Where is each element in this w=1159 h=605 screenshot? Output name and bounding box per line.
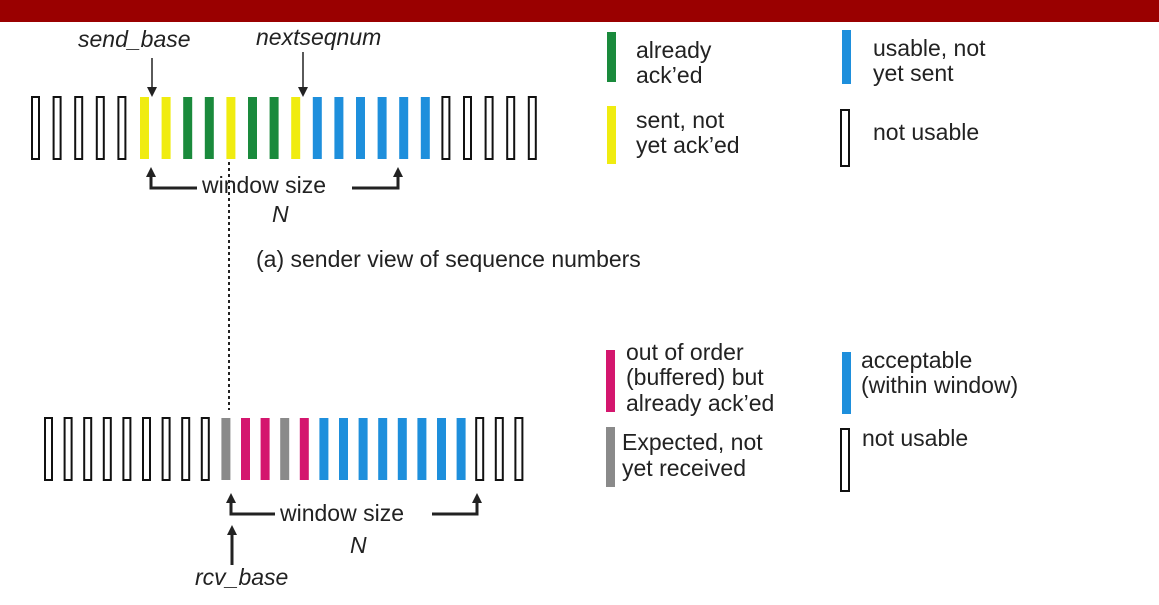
receiver-slot-usable — [339, 418, 348, 480]
legend-sent-line2: yet ack’ed — [636, 132, 740, 158]
legend-sent-swatch — [607, 106, 616, 164]
sender-slot-usable — [312, 97, 322, 159]
sender-slot-usable — [334, 97, 344, 159]
receiver-slot-empty — [122, 417, 132, 481]
sender-window-size-label: window size — [202, 172, 326, 198]
receiver-slot-empty — [181, 417, 191, 481]
legend-notusable-box-bottom — [840, 428, 850, 492]
rcv-base-label: rcv_base — [195, 564, 289, 590]
sender-n-label: N — [272, 201, 289, 227]
legend-notusable-label-bottom: not usable — [862, 425, 969, 451]
receiver-slot-expected — [280, 418, 290, 480]
legend-acked-line2: ack’ed — [636, 62, 703, 88]
sender-slot-acked — [204, 97, 214, 159]
receiver-window-bracket-left — [226, 493, 275, 516]
legend-expected-line1: Expected, not — [622, 429, 763, 455]
receiver-slot-empty — [161, 417, 171, 481]
sender-slot-empty — [527, 96, 537, 160]
receiver-slot-usable — [437, 418, 446, 480]
legend-buffered-line2: (buffered) but — [626, 364, 764, 390]
legend-notusable-box — [840, 109, 850, 167]
send-base-label: send_base — [78, 26, 191, 52]
receiver-slot-usable — [319, 418, 329, 480]
sender-slot-empty — [95, 96, 105, 160]
receiver-slot-buffered — [241, 418, 250, 480]
sender-slot-empty — [463, 96, 472, 160]
sender-slot-usable — [420, 97, 430, 159]
legend-buffered-line3: already ack’ed — [626, 390, 775, 416]
receiver-slot-usable — [456, 418, 466, 480]
receiver-slot-empty — [475, 417, 485, 481]
sender-slot-empty — [31, 96, 40, 160]
sender-slot-usable — [377, 97, 387, 159]
receiver-slot-empty — [63, 417, 73, 481]
legend-usable-swatch — [842, 30, 851, 84]
legend-notusable-label: not usable — [873, 119, 980, 145]
receiver-slot-usable — [358, 418, 368, 480]
legend-usable-line1: usable, not — [873, 35, 986, 61]
sender-slot-empty — [441, 96, 451, 160]
legend-acked-swatch — [607, 32, 616, 82]
sender-caption: (a) sender view of sequence numbers — [256, 246, 641, 272]
legend-acceptable-line2: (within window) — [861, 372, 1019, 398]
receiver-slot-empty — [514, 417, 524, 481]
sender-window-bracket-left — [146, 167, 197, 190]
sender-slot-acked — [183, 97, 193, 159]
receiver-slot-empty — [494, 417, 504, 481]
legend-acked-line1: already — [636, 37, 712, 63]
receiver-window-bracket-right — [432, 493, 482, 516]
sender-slot-sent — [140, 97, 149, 159]
sender-slot-usable — [356, 97, 365, 159]
receiver-slot-expected — [221, 418, 231, 480]
sender-slot-row — [31, 96, 537, 160]
legend-expected-line2: yet received — [622, 455, 747, 481]
receiver-slot-buffered — [260, 418, 270, 480]
sender-slot-empty — [506, 96, 516, 160]
legend-sent-line1: sent, not — [636, 107, 725, 133]
sender-slot-empty — [74, 96, 84, 160]
legend-acceptable-line1: acceptable — [861, 347, 973, 373]
nextseqnum-label: nextseqnum — [256, 24, 382, 50]
sender-slot-sent — [291, 97, 301, 159]
sender-slot-sent — [226, 97, 236, 159]
receiver-n-label: N — [350, 532, 367, 558]
receiver-slot-row — [44, 417, 524, 481]
receiver-slot-buffered — [299, 418, 309, 480]
sender-slot-acked — [248, 97, 257, 159]
sender-slot-sent — [161, 97, 171, 159]
sender-window-bracket-right — [352, 167, 403, 190]
header-bar — [0, 0, 1159, 22]
sender-slot-empty — [52, 96, 62, 160]
receiver-slot-empty — [44, 417, 53, 481]
receiver-slot-empty — [200, 417, 210, 481]
sender-slot-acked — [269, 97, 279, 159]
receiver-slot-usable — [378, 418, 388, 480]
receiver-window-size-label: window size — [280, 500, 404, 526]
receiver-slot-usable — [417, 418, 427, 480]
receiver-slot-usable — [397, 418, 407, 480]
sender-slot-usable — [399, 97, 409, 159]
legend-usable-line2: yet sent — [873, 60, 954, 86]
legend-expected-swatch — [606, 427, 615, 487]
receiver-slot-empty — [102, 417, 112, 481]
receiver-slot-empty — [142, 417, 151, 481]
sender-slot-empty — [117, 96, 127, 160]
receiver-slot-empty — [83, 417, 93, 481]
legend-buffered-swatch — [606, 350, 615, 412]
legend-buffered-line1: out of order — [626, 339, 744, 365]
sender-slot-empty — [484, 96, 494, 160]
legend-acceptable-swatch — [842, 352, 851, 414]
